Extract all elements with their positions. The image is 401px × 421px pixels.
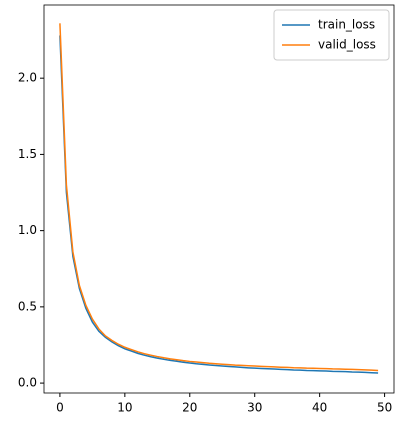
legend-label: train_loss — [318, 18, 375, 32]
x-tick-label: 30 — [247, 401, 262, 415]
y-tick-label: 1.5 — [18, 147, 37, 161]
y-tick-label: 0.0 — [18, 376, 37, 390]
x-tick-label: 40 — [312, 401, 327, 415]
x-tick-label: 0 — [56, 401, 64, 415]
axes-frame — [43, 4, 395, 394]
line — [59, 23, 379, 372]
y-tick-label: 2.0 — [18, 71, 37, 85]
line — [59, 35, 379, 374]
x-tick-label: 50 — [377, 401, 392, 415]
legend-box — [273, 9, 390, 61]
x-tick-label: 10 — [117, 401, 132, 415]
x-tick-label: 20 — [182, 401, 197, 415]
legend-label: valid_loss — [318, 38, 376, 52]
y-tick-label: 1.0 — [18, 223, 37, 237]
y-tick-label: 0.5 — [18, 299, 37, 313]
